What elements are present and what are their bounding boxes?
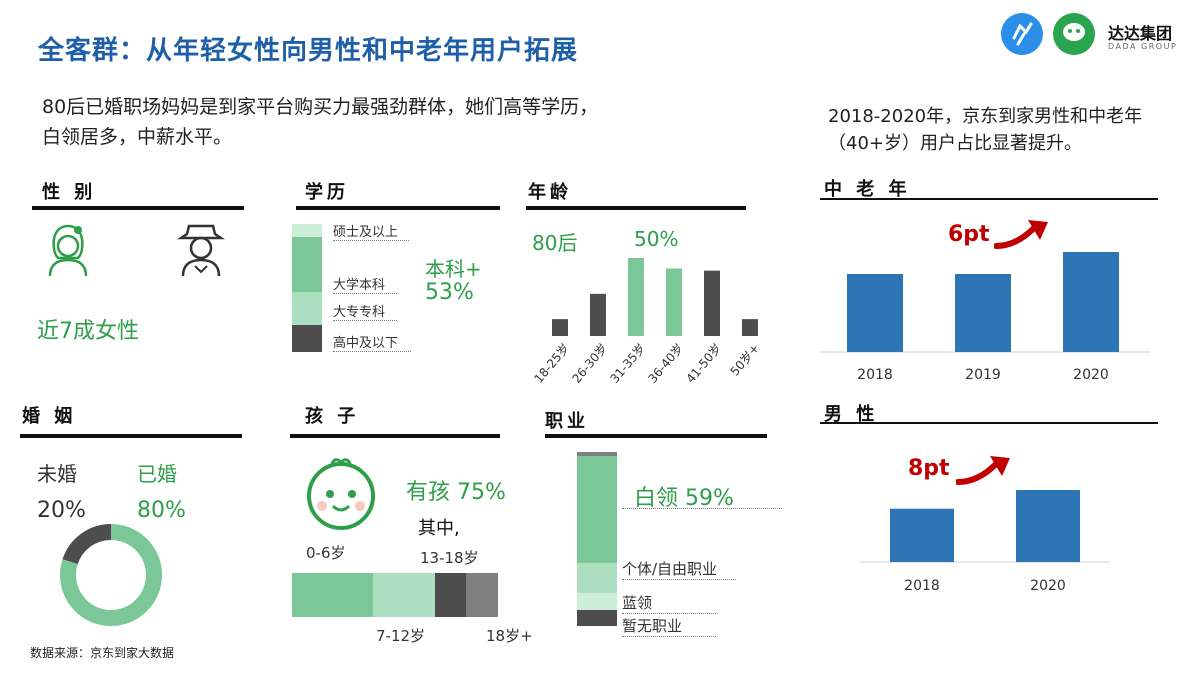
age-tick-label-3: 36-40岁 — [645, 340, 687, 386]
male-increase-arrow-icon — [956, 456, 1010, 485]
education-label-master: 硕士及以上 — [333, 221, 409, 241]
age-tick-label-2: 31-35岁 — [607, 340, 649, 386]
occupation-segment-3 — [577, 609, 617, 626]
middle-aged-bar-2018 — [847, 274, 903, 352]
age-tick-label-1: 26-30岁 — [569, 340, 611, 386]
education-callout-value: 53% — [425, 280, 474, 305]
jd-daojia-logo-icon — [1052, 12, 1096, 60]
age-tick-label-0: 18-25岁 — [531, 340, 573, 386]
page-subtitle: 80后已婚职场妈妈是到家平台购买力最强劲群体，她们高等学历，白领居多，中薪水平。 — [42, 96, 599, 148]
occupation-label-freelance: 个体/自由职业 — [622, 558, 736, 580]
middle-aged-section-title: 中 老 年 — [824, 179, 911, 200]
education-label-college: 大专专科 — [333, 301, 397, 321]
education-segment-1 — [292, 236, 322, 292]
male-section-title: 男 性 — [824, 404, 879, 425]
children-segment-3 — [466, 573, 498, 617]
group-logo-text: 达达集团 — [1108, 24, 1173, 43]
trend-note: 2018-2020年，京东到家男性和中老年（40+岁）用户占比显著提升。 — [828, 106, 1143, 154]
middle-aged-section-rule — [820, 198, 1158, 200]
page-title: 全客群：从年轻女性向男性和中老年用户拓展 — [38, 36, 579, 66]
children-callout: 有孩 75% — [406, 480, 506, 505]
marriage-unmarried-value: 20% — [37, 498, 86, 523]
marriage-slice-未婚 — [62, 524, 112, 565]
middle-aged-tick-2019: 2019 — [965, 367, 1001, 383]
age-bar-4 — [704, 270, 720, 336]
age-bar-1 — [590, 293, 606, 336]
age-section-title: 年龄 — [528, 182, 572, 203]
middle-aged-bar-chart: 2018 2019 2020 — [820, 252, 1150, 383]
education-label-bachelor: 大学本科 — [333, 274, 397, 294]
baby-face-icon — [302, 456, 380, 536]
male-bar-chart: 2018 2020 — [860, 490, 1110, 594]
occupation-callout-rule — [622, 508, 782, 509]
age-bar-0 — [552, 319, 568, 336]
education-section-rule — [296, 206, 500, 210]
gender-note: 近7成女性 — [37, 319, 139, 344]
middle-aged-delta-callout: 6pt — [948, 222, 990, 247]
children-among: 其中, — [418, 518, 460, 539]
age-bar-2 — [628, 258, 644, 336]
children-segment-1 — [372, 573, 435, 617]
age-tick-label-5: 50岁+ — [727, 340, 762, 378]
occupation-segment-cap — [577, 452, 617, 456]
group-logo-subtext: DADA GROUP — [1108, 42, 1178, 51]
occupation-segment-2 — [577, 593, 617, 610]
age-section-rule — [526, 206, 746, 210]
education-stacked-bar — [292, 224, 322, 352]
education-callout-label: 本科+ — [425, 257, 482, 281]
middle-aged-bar-2020 — [1063, 252, 1119, 352]
middle-aged-bar-2019 — [955, 274, 1011, 352]
gender-section-rule — [32, 206, 244, 210]
education-segment-2 — [292, 291, 322, 326]
age-bar-3 — [666, 268, 682, 336]
marriage-married-label: 已婚 — [137, 462, 177, 486]
marriage-unmarried-label: 未婚 — [37, 462, 77, 486]
marriage-slice-已婚 — [60, 524, 162, 626]
children-label-0-6: 0-6岁 — [306, 544, 346, 562]
female-icon — [42, 222, 94, 282]
occupation-callout: 白领 59% — [634, 486, 734, 511]
children-segment-0 — [292, 573, 373, 617]
male-tick-2020: 2020 — [1030, 578, 1066, 594]
marriage-married-value: 80% — [137, 498, 186, 523]
children-segment-2 — [434, 573, 467, 617]
occupation-segment-0 — [577, 456, 617, 563]
age-callout-80s: 80后 — [532, 231, 578, 255]
occupation-section-rule — [545, 434, 767, 438]
children-section-title: 孩 子 — [305, 406, 360, 427]
education-label-highschool: 高中及以下 — [333, 332, 411, 352]
occupation-label-unemployed: 暂无职业 — [622, 615, 716, 637]
middle-aged-increase-arrow-icon — [994, 220, 1048, 249]
education-segment-0 — [292, 224, 322, 237]
children-label-18plus: 18岁+ — [486, 627, 533, 645]
children-label-7-12: 7-12岁 — [376, 627, 426, 645]
education-section-title: 学历 — [305, 182, 349, 203]
male-icon — [175, 222, 227, 282]
marriage-section-rule — [20, 434, 242, 438]
male-section-rule — [820, 422, 1158, 424]
occupation-segment-1 — [577, 562, 617, 594]
dada-express-logo-icon — [1000, 12, 1044, 60]
children-section-rule — [290, 434, 500, 438]
children-label-13-18: 13-18岁 — [420, 549, 479, 567]
male-bar-2018 — [890, 508, 954, 562]
data-source-note: 数据来源：京东到家大数据 — [30, 646, 175, 660]
middle-aged-tick-2020: 2020 — [1073, 367, 1109, 383]
occupation-label-bluecollar: 蓝领 — [622, 592, 716, 614]
occupation-section-title: 职业 — [545, 411, 589, 432]
education-segment-3 — [292, 325, 322, 352]
age-callout-percent: 50% — [634, 227, 679, 251]
marriage-section-title: 婚 姻 — [22, 406, 77, 427]
marriage-donut-chart — [60, 524, 162, 626]
gender-section-title: 性 别 — [42, 182, 97, 203]
occupation-stacked-bar — [577, 452, 617, 626]
male-tick-2018: 2018 — [904, 578, 940, 594]
middle-aged-tick-2018: 2018 — [857, 367, 893, 383]
age-tick-label-4: 41-50岁 — [683, 340, 725, 386]
age-bar-5 — [742, 319, 758, 336]
children-stacked-bar — [292, 573, 498, 617]
male-bar-2020 — [1016, 490, 1080, 562]
male-delta-callout: 8pt — [908, 456, 950, 481]
